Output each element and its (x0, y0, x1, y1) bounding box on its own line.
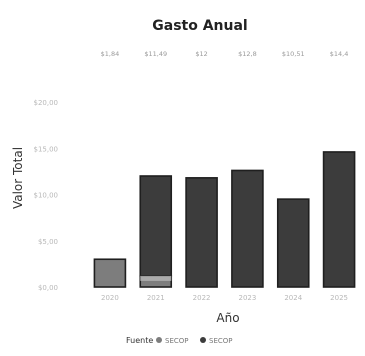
bar-2021-series-1 (139, 175, 173, 277)
legend-item-1: SECOP (209, 337, 233, 345)
x-tick-label: 2023 (239, 294, 257, 302)
data-label-2022: $12 (195, 50, 207, 58)
legend-item-0: SECOP (165, 337, 189, 345)
chart-title: Gasto Anual (152, 18, 247, 34)
x-axis: 2020 2021 2022 2023 2024 2025 (101, 294, 348, 302)
bar-2024-series-1 (276, 198, 310, 288)
y-tick-label: $20,00 (34, 99, 59, 107)
x-tick-label: 2025 (330, 294, 348, 302)
x-axis-label: Año (216, 311, 239, 325)
data-label-2023: $12,8 (238, 50, 257, 58)
x-tick-label: 2024 (284, 294, 302, 302)
bar-2021-highlight (140, 275, 172, 281)
y-tick-label: $0,00 (38, 284, 58, 292)
x-tick-label: 2022 (193, 294, 211, 302)
data-labels: $1,84 $11,49 $12 $12,8 $10,51 $14,4 (101, 50, 349, 58)
y-axis: $0,00 $5,00 $10,00 $15,00 $20,00 (34, 99, 59, 292)
bar-2025-series-1 (322, 151, 356, 288)
legend-marker-0 (156, 337, 162, 343)
bars (93, 151, 356, 288)
bar-2022-series-1 (185, 177, 218, 288)
legend-title: Fuente (126, 336, 153, 345)
data-label-2025: $14,4 (330, 50, 349, 58)
y-axis-label: Valor Total (11, 147, 25, 209)
legend-marker-1 (200, 337, 206, 343)
bar-2023-series-1 (231, 169, 264, 288)
bar-2020-series-0 (93, 258, 127, 288)
legend: Fuente SECOP SECOP (126, 336, 233, 345)
x-tick-label: 2020 (101, 294, 119, 302)
y-tick-label: $10,00 (34, 192, 59, 200)
data-label-2024: $10,51 (282, 50, 305, 58)
y-tick-label: $5,00 (38, 238, 58, 246)
x-tick-label: 2021 (147, 294, 165, 302)
data-label-2020: $1,84 (101, 50, 120, 58)
data-label-2021: $11,49 (144, 50, 167, 58)
y-tick-label: $15,00 (34, 145, 59, 153)
